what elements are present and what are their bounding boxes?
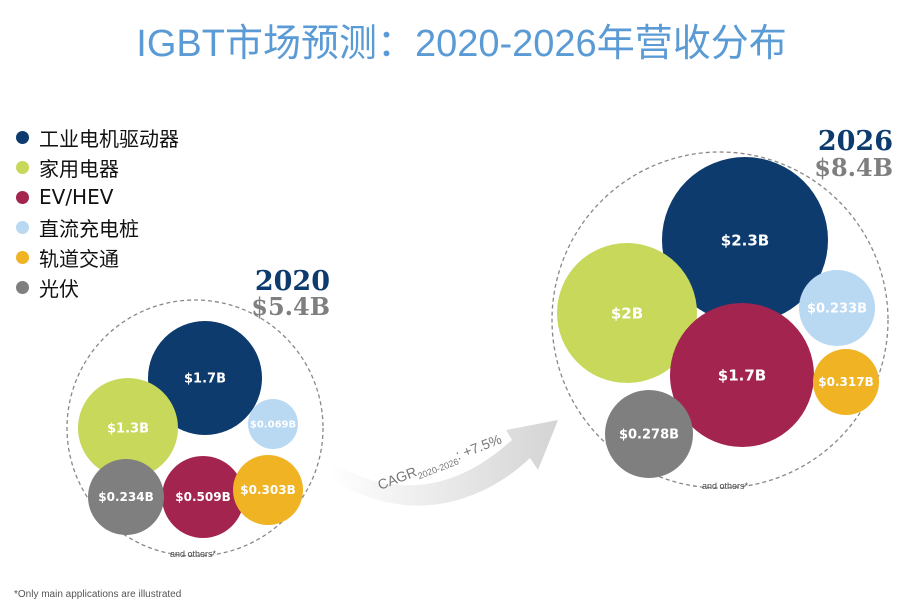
group-boundary-2020: [66, 299, 324, 557]
chart-title: IGBT市场预测：2020-2026年营收分布: [136, 23, 787, 65]
legend-item: 家用电器: [16, 152, 179, 182]
legend-swatch: [16, 280, 29, 294]
legend-label: 直流充电桩: [39, 216, 139, 241]
bubble-2020-1: [78, 378, 178, 478]
legend-swatch: [16, 250, 29, 264]
legend-label: 工业电机驱动器: [39, 126, 179, 151]
bubble-label-2020-5: $0.234B: [98, 490, 153, 504]
legend-item: 直流充电桩: [16, 212, 179, 242]
year-label-2020: 2020: [255, 266, 330, 297]
bubble-label-2026-0: $2.3B: [721, 231, 769, 249]
bubble-2020-2: [162, 456, 244, 538]
bubble-label-2020-1: $1.3B: [107, 422, 149, 437]
bubble-label-2020-3: $0.069B: [250, 420, 296, 431]
bubble-label-2020-2: $0.509B: [175, 490, 230, 504]
legend-item: 轨道交通: [16, 242, 179, 272]
bubble-2026-1: [557, 243, 697, 383]
bubble-2026-5: [605, 390, 693, 478]
legend-label: EV/HEV: [39, 185, 114, 209]
bubble-2026-2: [670, 303, 814, 447]
bubble-2020-4: [233, 455, 303, 525]
year-label-2026: 2026: [818, 126, 893, 157]
bubble-2026-4: [813, 349, 879, 415]
bubble-label-2020-0: $1.7B: [184, 372, 226, 387]
legend-swatch: [16, 130, 29, 144]
bubble-label-2020-4: $0.303B: [240, 483, 295, 497]
legend-swatch: [16, 220, 29, 234]
bubble-2026-0: [662, 157, 828, 323]
bubble-2020-0: [148, 321, 262, 435]
bubble-label-2026-1: $2B: [611, 304, 643, 322]
footnote: *Only main applications are illustrated: [14, 589, 182, 600]
bubble-label-2026-3: $0.233B: [807, 302, 867, 317]
cagr-arrow: [330, 420, 558, 506]
legend-swatch: [16, 190, 29, 204]
legend: 工业电机驱动器 家用电器 EV/HEV 直流充电桩 轨道交通 光伏: [16, 122, 179, 302]
legend-label: 家用电器: [39, 156, 119, 181]
bubble-label-2026-4: $0.317B: [818, 375, 873, 389]
bubble-group-2020: $1.7B $1.3B $0.509B $0.069B $0.303B $0.234B: [78, 321, 303, 538]
others-note-2020: and others*: [170, 549, 217, 559]
legend-item: EV/HEV: [16, 182, 179, 212]
legend-label: 光伏: [39, 276, 79, 301]
total-label-2026: $8.4B: [814, 153, 893, 182]
legend-label: 轨道交通: [39, 246, 119, 271]
bubble-label-2026-2: $1.7B: [718, 366, 766, 384]
bubble-2020-5: [88, 459, 164, 535]
bubble-2026-3: [799, 270, 875, 346]
total-label-2020: $5.4B: [251, 292, 330, 321]
legend-item: 工业电机驱动器: [16, 122, 179, 152]
legend-swatch: [16, 160, 29, 174]
legend-item: 光伏: [16, 272, 179, 302]
others-note-2026: and others*: [702, 481, 749, 491]
bubble-label-2026-5: $0.278B: [619, 428, 679, 443]
bubble-2020-3: [248, 399, 298, 449]
group-boundary-2026: [551, 151, 889, 489]
bubble-group-2026: $2.3B $2B $1.7B $0.233B $0.317B $0.278B: [557, 157, 879, 478]
